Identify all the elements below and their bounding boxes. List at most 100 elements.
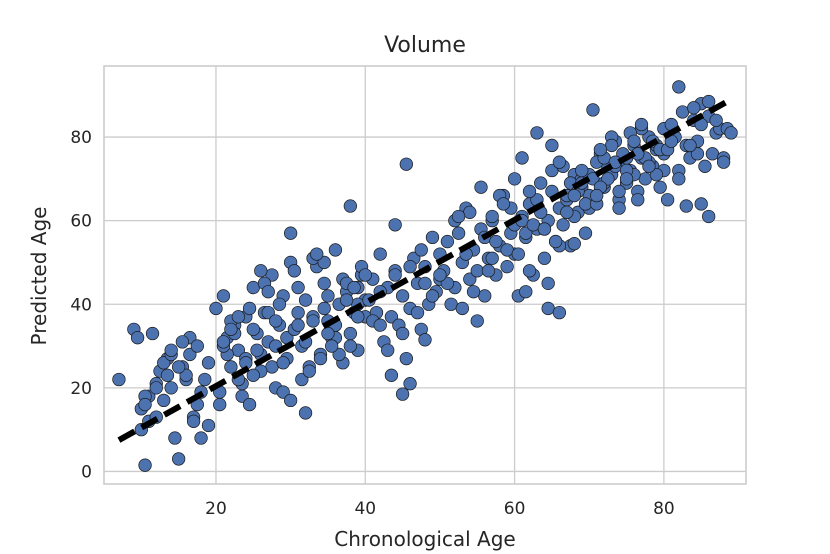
data-point	[463, 205, 477, 219]
data-point	[444, 297, 458, 311]
data-point	[198, 372, 212, 387]
data-point	[511, 247, 525, 261]
data-point	[702, 94, 716, 109]
data-point	[631, 193, 645, 207]
data-point	[672, 172, 686, 186]
data-point	[213, 397, 227, 412]
data-point	[500, 259, 514, 274]
data-point	[186, 414, 201, 428]
data-point	[183, 347, 197, 362]
data-point	[604, 138, 619, 153]
data-point	[242, 397, 257, 412]
data-point	[679, 199, 693, 213]
data-point	[541, 276, 555, 291]
data-point	[172, 360, 186, 374]
y-tick-label: 0	[81, 462, 92, 482]
data-point	[343, 339, 357, 353]
data-point	[593, 142, 608, 157]
data-point	[306, 314, 320, 328]
data-point	[724, 126, 738, 140]
data-point	[451, 209, 466, 224]
data-point	[291, 280, 305, 295]
x-tick-label: 20	[205, 499, 227, 519]
data-point	[709, 113, 723, 127]
data-point	[698, 159, 712, 173]
grid	[104, 66, 746, 484]
data-point	[410, 305, 425, 320]
data-point	[332, 347, 346, 362]
data-point	[261, 305, 275, 320]
data-point	[138, 397, 152, 412]
data-point	[343, 199, 357, 213]
y-tick-label: 20	[70, 379, 92, 399]
data-point	[246, 322, 260, 336]
data-point	[224, 322, 238, 336]
data-point	[526, 218, 540, 232]
data-point	[575, 163, 589, 178]
data-point	[373, 247, 387, 261]
data-point	[194, 431, 208, 445]
data-point	[201, 418, 216, 433]
data-point	[283, 226, 298, 240]
data-point	[683, 138, 697, 153]
data-point	[388, 268, 402, 282]
data-point	[138, 458, 152, 472]
data-point	[343, 326, 357, 341]
data-point	[690, 147, 705, 161]
x-axis-label: Chronological Age	[334, 527, 515, 551]
y-tick-label: 60	[70, 212, 92, 232]
data-point	[496, 197, 511, 211]
data-point	[470, 264, 484, 278]
data-point	[261, 285, 275, 299]
data-point	[164, 381, 178, 395]
data-point	[157, 356, 171, 370]
data-point	[418, 333, 432, 347]
data-point	[384, 368, 399, 382]
data-point	[522, 264, 537, 278]
data-point	[463, 272, 477, 286]
data-point	[478, 289, 492, 303]
data-point	[672, 80, 686, 94]
data-point	[112, 372, 126, 387]
data-point	[522, 184, 537, 199]
x-tick-label: 80	[653, 499, 675, 519]
data-point	[168, 431, 182, 445]
data-point	[537, 251, 552, 265]
data-point	[179, 368, 193, 382]
data-point	[216, 335, 231, 349]
data-point	[291, 318, 305, 332]
data-point	[399, 351, 413, 366]
data-point	[347, 280, 361, 295]
data-point	[201, 356, 216, 370]
data-point	[157, 393, 171, 408]
data-point	[295, 372, 309, 387]
tick-labels: 20 40 60 80 0 20 40 60 80	[70, 128, 674, 519]
y-tick-label: 80	[70, 128, 92, 148]
data-point	[418, 276, 432, 291]
data-point	[388, 218, 402, 232]
data-point	[485, 209, 499, 224]
data-point	[265, 360, 279, 374]
data-point	[515, 151, 529, 165]
data-point	[298, 293, 313, 307]
data-point	[586, 103, 600, 117]
data-point	[395, 326, 410, 341]
data-point	[534, 176, 548, 190]
x-tick-label: 40	[354, 499, 376, 519]
data-point	[313, 351, 328, 366]
data-point	[481, 264, 496, 278]
data-point	[321, 326, 335, 341]
data-point	[246, 368, 260, 382]
data-point	[500, 243, 514, 257]
data-point	[291, 305, 305, 320]
data-point	[433, 268, 447, 282]
data-point	[466, 285, 481, 299]
data-point	[298, 406, 313, 420]
data-point	[675, 105, 690, 119]
data-point	[474, 180, 488, 194]
data-point	[440, 234, 455, 249]
data-point	[567, 188, 581, 203]
data-point	[552, 155, 567, 169]
data-point	[694, 197, 708, 211]
